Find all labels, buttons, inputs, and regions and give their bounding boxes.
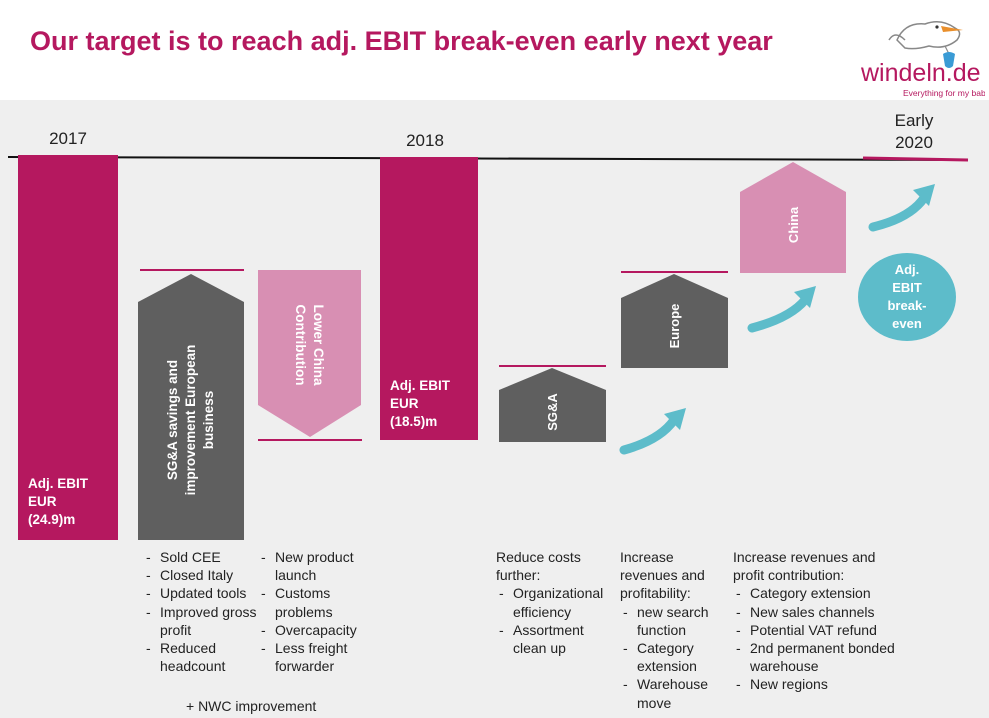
note-item: Closed Italy xyxy=(143,566,258,584)
bar-europe xyxy=(621,274,728,368)
brand-logo: windeln.de Everything for my baby xyxy=(860,21,985,98)
note-lower-china: New product launch Customs problems Over… xyxy=(258,548,373,675)
bar-sga-savings-label-3: business xyxy=(201,391,216,450)
bar-sga xyxy=(499,368,606,442)
note-head: Increase revenues and profitability: xyxy=(620,549,705,602)
growth-arrow-1 xyxy=(619,408,686,455)
page-title: Our target is to reach adj. EBIT break-e… xyxy=(30,26,773,56)
note-sga: Reduce costs further: Organizational eff… xyxy=(496,548,614,657)
brand-name: windeln.de xyxy=(860,59,981,87)
breakeven-label-1: Adj. xyxy=(895,262,920,277)
breakeven-badge xyxy=(858,253,956,341)
bar-2017-label-2: EUR xyxy=(28,494,57,509)
note-item: Overcapacity xyxy=(258,621,373,639)
target-line xyxy=(862,156,969,162)
bar-china-label: China xyxy=(786,206,801,243)
year-early: Early xyxy=(895,111,934,130)
bar-2018-label-1: Adj. EBIT xyxy=(390,378,451,393)
bar-lower-china-label-2: Contribution xyxy=(293,305,308,386)
breakeven-label-2: EBIT xyxy=(892,280,922,295)
note-china: Increase revenues and profit contributio… xyxy=(733,548,903,694)
note-item: Updated tools xyxy=(143,584,258,602)
note-item: Sold CEE xyxy=(143,548,258,566)
breakeven-label-3: break- xyxy=(887,298,926,313)
note-item: New product launch xyxy=(258,548,373,584)
bar-2018-label-2: EUR xyxy=(390,396,419,411)
note-sga-savings: Sold CEE Closed Italy Updated tools Impr… xyxy=(143,548,258,675)
breakeven-label-4: even xyxy=(892,316,922,331)
note-item: Category extension xyxy=(733,584,903,602)
baseline xyxy=(7,156,969,161)
bar-sga-savings-label-1: SG&A savings and xyxy=(165,360,180,480)
stork-icon xyxy=(888,21,963,68)
growth-arrow-3 xyxy=(868,184,935,232)
note-item: 2nd permanent bonded warehouse xyxy=(733,639,903,675)
growth-arrow-2 xyxy=(747,286,816,333)
note-item: Improved gross profit xyxy=(143,603,258,639)
brand-tagline: Everything for my baby xyxy=(903,88,985,98)
note-nwc: + NWC improvement xyxy=(186,698,317,714)
bar-sga-label: SG&A xyxy=(545,393,560,431)
note-head: Increase revenues and profit contributio… xyxy=(733,549,876,584)
bar-2017-label-1: Adj. EBIT xyxy=(28,476,89,491)
note-item: New sales channels xyxy=(733,603,903,621)
year-2018: 2018 xyxy=(406,131,444,150)
bar-europe-label: Europe xyxy=(667,304,682,349)
note-item: Customs problems xyxy=(258,584,373,620)
bar-lower-china-label-1: Lower China xyxy=(311,304,326,385)
bar-2018-label-3: (18.5)m xyxy=(390,414,437,429)
year-2020: 2020 xyxy=(895,133,933,152)
note-europe: Increase revenues and profitability: new… xyxy=(620,548,728,712)
note-item: Assortment clean up xyxy=(496,621,614,657)
bar-2017 xyxy=(18,155,118,540)
bar-china xyxy=(740,162,846,273)
bar-2018 xyxy=(380,157,478,440)
note-item: Potential VAT refund xyxy=(733,621,903,639)
note-item: New regions xyxy=(733,675,903,693)
note-item: Warehouse move xyxy=(620,675,728,711)
note-item: Category extension xyxy=(620,639,728,675)
bar-sga-savings-label-2: improvement European xyxy=(183,345,198,496)
bar-sga-savings xyxy=(138,274,244,540)
note-item: Organizational efficiency xyxy=(496,584,614,620)
note-item: Less freight forwarder xyxy=(258,639,373,675)
note-item: new search function xyxy=(620,603,728,639)
bar-2017-label-3: (24.9)m xyxy=(28,512,75,527)
bar-lower-china xyxy=(258,270,361,437)
year-2017: 2017 xyxy=(49,129,87,148)
note-item: Reduced headcount xyxy=(143,639,258,675)
note-head: Reduce costs further: xyxy=(496,549,581,584)
